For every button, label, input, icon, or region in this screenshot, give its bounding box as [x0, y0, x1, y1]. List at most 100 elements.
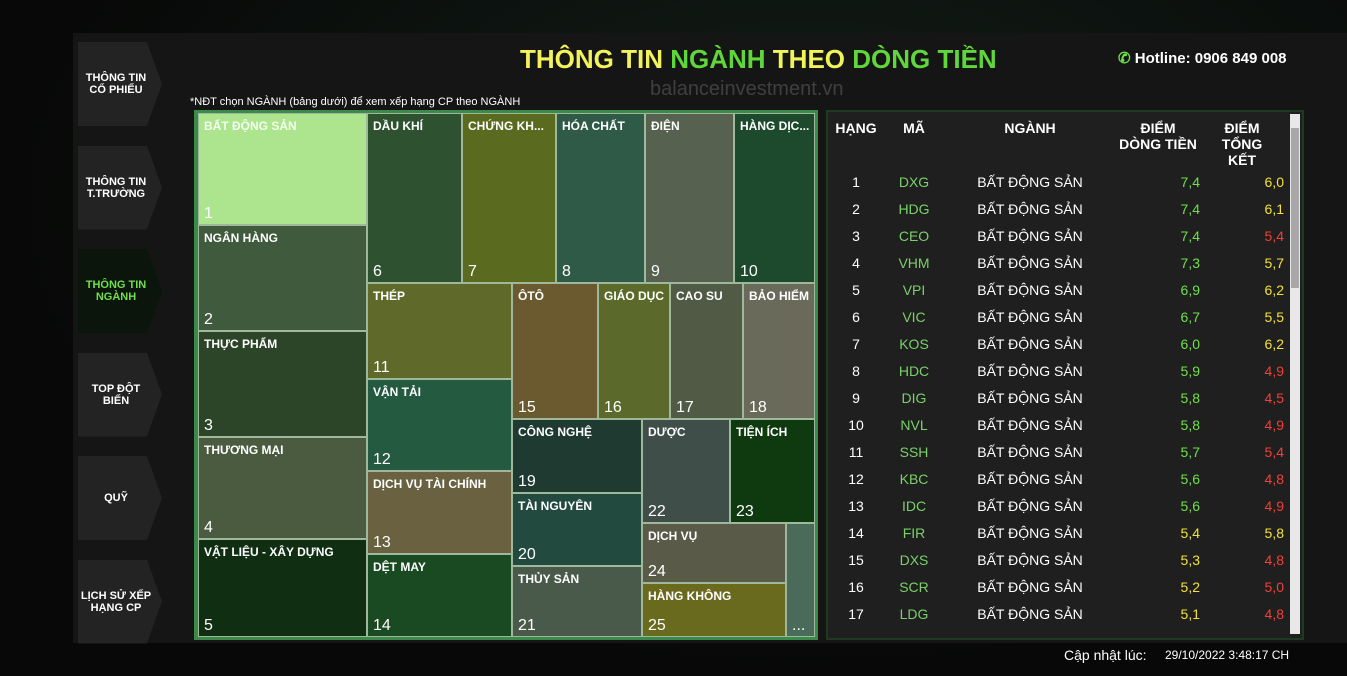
treemap-tile[interactable]: VẬT LIỆU - XÂY DỰNG 5: [198, 539, 367, 637]
tile-name: NGÂN HÀNG: [204, 231, 278, 245]
treemap: BẤT ĐỘNG SẢN 1 NGÂN HÀNG 2 THỰC PHẨM 3 THƯƠNG …: [194, 110, 818, 640]
note: *NĐT chọn NGÀNH (bảng dưới) để xem xếp h…: [190, 96, 521, 108]
table-cell: BẤT ĐỘNG SẢN: [977, 606, 1083, 622]
table-cell: 4,8: [1264, 552, 1284, 568]
table-cell: 5,8: [1180, 390, 1200, 406]
nav-button[interactable]: THÔNG TIN CỔ PHIẾU: [78, 42, 162, 126]
column-header: ĐIỂM DÒNG TIỀN: [1119, 120, 1197, 152]
tile-name: HÀNG DỊC...: [740, 119, 810, 133]
tile-number: ...: [792, 617, 806, 634]
table-cell: 5,6: [1180, 498, 1200, 514]
tile-number: 16: [604, 399, 622, 416]
tile-number: 1: [204, 205, 213, 222]
nav-button[interactable]: THÔNG TIN T.TRƯỜNG: [78, 145, 162, 230]
table-cell: BẤT ĐỘNG SẢN: [977, 525, 1083, 541]
tile-number: 8: [562, 263, 571, 280]
table-cell: 5,7: [1180, 444, 1200, 460]
table-cell: BẤT ĐỘNG SẢN: [977, 309, 1083, 325]
table-cell: BẤT ĐỘNG SẢN: [977, 417, 1083, 433]
table-cell: 6,1: [1264, 201, 1284, 217]
nav-button[interactable]: LỊCH SỬ XẾP HẠNG CP: [78, 559, 162, 644]
table-cell: BẤT ĐỘNG SẢN: [977, 579, 1083, 595]
treemap-tile[interactable]: THỰC PHẨM 3: [198, 331, 367, 437]
table-cell: SCR: [899, 579, 929, 595]
table-cell: 5,4: [1264, 228, 1284, 244]
table-cell: NVL: [900, 417, 928, 433]
treemap-tile[interactable]: CHỨNG KH... 7: [462, 113, 556, 283]
table-cell: 6,9: [1180, 282, 1200, 298]
ranking-table: HẠNG MÃ NGÀNH ĐIỂM DÒNG TIỀN ĐIỂM TỔNG KẾT 1 D…: [826, 110, 1304, 640]
table-cell: 5,4: [1264, 444, 1284, 460]
treemap-tile[interactable]: DƯỢC 22: [642, 419, 730, 523]
nav-button[interactable]: TOP ĐỘT BIẾN: [78, 352, 162, 437]
treemap-tile[interactable]: BẤT ĐỘNG SẢN 1: [198, 113, 367, 225]
table-cell: 7: [852, 336, 860, 352]
tile-name: DỆT MAY: [373, 560, 426, 574]
tile-number: 11: [373, 359, 390, 376]
table-cell: 5,4: [1180, 525, 1200, 541]
treemap-tile[interactable]: DẦU KHÍ 6: [367, 113, 462, 283]
table-cell: 13: [848, 498, 864, 514]
table-cell: BẤT ĐỘNG SẢN: [977, 255, 1083, 271]
treemap-tile[interactable]: HÀNG KHÔNG 25: [642, 583, 786, 637]
tile-number: 3: [204, 417, 213, 434]
tile-name: DẦU KHÍ: [373, 119, 423, 133]
hotline-text: Hotline: 0906 849 008: [1134, 50, 1287, 67]
treemap-tile[interactable]: TÀI NGUYÊN 20: [512, 493, 642, 566]
treemap-tile[interactable]: DỆT MAY 14: [367, 554, 512, 637]
treemap-tile[interactable]: ...: [786, 523, 815, 637]
treemap-tile[interactable]: THỦY SẢN 21: [512, 566, 642, 637]
title-part: DÒNG TIỀN: [852, 44, 997, 74]
table-cell: BẤT ĐỘNG SẢN: [977, 552, 1083, 568]
table-cell: 17: [848, 606, 864, 622]
title-part: THÔNG TIN: [520, 44, 671, 74]
table-cell: 11: [848, 444, 864, 460]
treemap-tile[interactable]: DỊCH VỤ TÀI CHÍNH 13: [367, 471, 512, 554]
nav-button[interactable]: QUỸ: [78, 456, 162, 540]
title-part: NGÀNH: [670, 44, 773, 74]
table-cell: 5,0: [1264, 579, 1284, 595]
table-cell: 14: [848, 525, 864, 541]
scrollbar[interactable]: [1290, 114, 1300, 634]
treemap-tile[interactable]: TIỆN ÍCH 23: [730, 419, 815, 523]
treemap-tile[interactable]: ĐIỆN 9: [645, 113, 734, 283]
treemap-tile[interactable]: ÔTÔ 15: [512, 283, 598, 419]
title-part: THEO: [772, 44, 853, 74]
treemap-tile[interactable]: THÉP 11: [367, 283, 512, 379]
treemap-tile[interactable]: THƯƠNG MẠI 4: [198, 437, 367, 539]
scroll-thumb[interactable]: [1291, 128, 1299, 288]
table-cell: 5,5: [1264, 309, 1284, 325]
treemap-tile[interactable]: NGÂN HÀNG 2: [198, 225, 367, 331]
table-cell: 4,8: [1264, 606, 1284, 622]
treemap-tile[interactable]: CÔNG NGHỆ 19: [512, 419, 642, 493]
column-header: MÃ: [903, 120, 925, 136]
treemap-tile[interactable]: VẬN TẢI 12: [367, 379, 512, 471]
treemap-tile[interactable]: GIÁO DỤC 16: [598, 283, 670, 419]
tile-number: 18: [749, 399, 767, 416]
treemap-tile[interactable]: BẢO HIỂM 18: [743, 283, 815, 419]
table-cell: 5,6: [1180, 471, 1200, 487]
table-cell: 6: [852, 309, 860, 325]
table-cell: DIG: [901, 390, 927, 406]
tile-number: 2: [204, 311, 213, 328]
column-header: ĐIỂM TỔNG KẾT: [1221, 120, 1263, 168]
treemap-tile[interactable]: HÀNG DỊC... 10: [734, 113, 815, 283]
table-cell: 5,1: [1180, 606, 1200, 622]
table-cell: SSH: [899, 444, 929, 460]
table-cell: KBC: [899, 471, 929, 487]
table-cell: 15: [848, 552, 864, 568]
treemap-tile[interactable]: CAO SU 17: [670, 283, 743, 419]
table-cell: 12: [848, 471, 864, 487]
table-cell: 8: [852, 363, 860, 379]
treemap-tile[interactable]: HÓA CHẤT 8: [556, 113, 645, 283]
watermark: balanceinvestment.vn: [650, 78, 844, 100]
table-cell: HDG: [898, 201, 930, 217]
nav-button[interactable]: THÔNG TIN NGÀNH: [78, 249, 162, 333]
treemap-tile[interactable]: DỊCH VỤ 24: [642, 523, 786, 583]
table-cell: BẤT ĐỘNG SẢN: [977, 201, 1083, 217]
table-cell: 7,4: [1180, 174, 1200, 190]
table-cell: BẤT ĐỘNG SẢN: [977, 444, 1083, 460]
table-cell: VIC: [902, 309, 926, 325]
tile-number: 19: [518, 473, 536, 490]
